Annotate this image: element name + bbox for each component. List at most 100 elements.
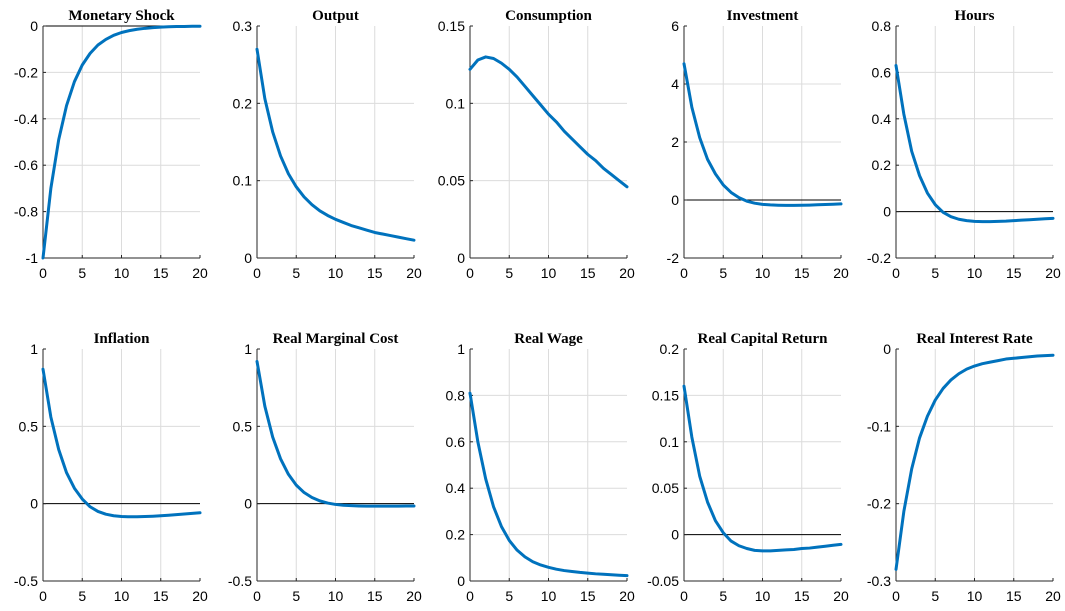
x-tick-label: 20 — [833, 588, 849, 604]
x-tick-label: 5 — [78, 265, 86, 281]
y-tick-label: 0.6 — [446, 434, 466, 450]
y-tick-label: 0.4 — [446, 480, 466, 496]
series-line-real-wage — [468, 391, 629, 578]
x-tick-label: 15 — [153, 588, 169, 604]
panel-title-real-wage: Real Wage — [514, 331, 583, 347]
panel-title-real-marginal-cost: Real Marginal Cost — [273, 331, 399, 347]
panel-monetary-shock: -1 -0.8 -0.6 -0.4 -0.2 0 0 5 10 15 20 Monetary Shoc… — [14, 8, 208, 281]
x-tick-label: 15 — [794, 265, 810, 281]
panel-title-monetary-shock: Monetary Shock — [68, 8, 175, 24]
panel-real-interest-rate: -0.3 -0.2 -0.1 0 0 5 10 15 20 Real Interest Rate — [867, 331, 1061, 604]
y-tick-label: -0.2 — [14, 64, 38, 80]
x-tick-label: 15 — [1006, 265, 1022, 281]
x-tick-label: 5 — [931, 265, 939, 281]
y-tick-label: -0.3 — [867, 573, 891, 589]
x-tick-label: 10 — [755, 265, 771, 281]
panel-title-investment: Investment — [727, 8, 799, 24]
y-tick-label: 0.1 — [660, 434, 680, 450]
y-tick-label: 1 — [30, 341, 38, 357]
x-tick-label: 10 — [541, 265, 557, 281]
y-tick-label: -0.6 — [14, 157, 38, 173]
x-tick-label: 0 — [680, 265, 688, 281]
y-tick-label: 0.05 — [438, 173, 465, 189]
y-tick-label: 0.1 — [233, 173, 253, 189]
x-tick-label: 0 — [466, 588, 474, 604]
y-tick-label: -2 — [667, 250, 680, 266]
x-tick-label: 15 — [367, 265, 383, 281]
panel-title-consumption: Consumption — [505, 8, 592, 24]
x-tick-label: 5 — [78, 588, 86, 604]
series-line-consumption — [468, 55, 629, 189]
y-tick-label: -0.2 — [867, 250, 891, 266]
y-tick-label: -1 — [26, 250, 39, 266]
series-line-investment — [682, 62, 843, 207]
y-tick-label: 0.1 — [446, 95, 466, 111]
y-tick-label: 6 — [671, 18, 679, 34]
y-tick-label: -0.05 — [647, 573, 679, 589]
x-tick-label: 15 — [1006, 588, 1022, 604]
x-tick-label: 0 — [680, 588, 688, 604]
x-tick-label: 15 — [580, 265, 596, 281]
x-tick-label: 10 — [328, 265, 344, 281]
y-tick-label: 0 — [457, 573, 465, 589]
x-tick-label: 20 — [192, 265, 208, 281]
y-tick-label: 2 — [671, 134, 679, 150]
panel-output: 0 0.1 0.2 0.3 0 5 10 15 20 Output — [233, 8, 422, 281]
x-tick-label: 0 — [466, 265, 474, 281]
y-tick-label: 0.2 — [872, 157, 892, 173]
x-tick-label: 10 — [541, 588, 557, 604]
y-tick-label: 4 — [671, 76, 679, 92]
x-tick-label: 20 — [406, 588, 422, 604]
x-tick-label: 5 — [505, 265, 513, 281]
y-tick-label: 0.2 — [446, 527, 466, 543]
y-tick-label: 0 — [883, 341, 891, 357]
y-tick-label: 0.6 — [872, 64, 892, 80]
y-tick-label: -0.5 — [14, 573, 38, 589]
x-tick-label: 10 — [755, 588, 771, 604]
y-tick-label: -0.2 — [867, 496, 891, 512]
y-tick-label: 0.2 — [660, 341, 680, 357]
y-tick-label: 0.3 — [233, 18, 253, 34]
x-tick-label: 5 — [292, 265, 300, 281]
x-tick-label: 0 — [39, 265, 47, 281]
x-tick-label: 20 — [619, 265, 635, 281]
panel-title-output: Output — [312, 8, 359, 24]
x-tick-label: 20 — [192, 588, 208, 604]
y-tick-label: -0.4 — [14, 111, 38, 127]
x-tick-label: 5 — [931, 588, 939, 604]
panel-consumption: 0 0.05 0.1 0.15 0 5 10 15 20 Consumption — [438, 8, 635, 281]
y-tick-label: 1 — [244, 341, 252, 357]
x-tick-label: 15 — [367, 588, 383, 604]
y-tick-label: 0 — [457, 250, 465, 266]
x-tick-label: 5 — [719, 265, 727, 281]
x-tick-label: 0 — [892, 265, 900, 281]
x-tick-label: 5 — [505, 588, 513, 604]
x-tick-label: 15 — [580, 588, 596, 604]
x-tick-label: 15 — [794, 588, 810, 604]
y-tick-label: 0 — [883, 204, 891, 220]
x-tick-label: 5 — [719, 588, 727, 604]
y-tick-label: 0.8 — [872, 18, 892, 34]
y-tick-label: 0 — [244, 496, 252, 512]
y-tick-label: -0.5 — [228, 573, 252, 589]
panel-title-inflation: Inflation — [94, 331, 151, 347]
x-tick-label: 10 — [967, 265, 983, 281]
x-tick-label: 0 — [39, 588, 47, 604]
y-tick-label: 0 — [244, 250, 252, 266]
x-tick-label: 10 — [967, 588, 983, 604]
x-tick-label: 15 — [153, 265, 169, 281]
series-line-real-interest-rate — [894, 353, 1055, 571]
y-tick-label: 0.05 — [652, 480, 679, 496]
series-line-output — [255, 47, 416, 242]
x-tick-label: 20 — [619, 588, 635, 604]
x-tick-label: 10 — [328, 588, 344, 604]
x-tick-label: 0 — [892, 588, 900, 604]
x-tick-label: 20 — [406, 265, 422, 281]
y-tick-label: 0.8 — [446, 387, 466, 403]
panel-title-real-capital-return: Real Capital Return — [698, 331, 829, 347]
y-tick-label: 0 — [30, 18, 38, 34]
y-tick-label: -0.1 — [867, 418, 891, 434]
